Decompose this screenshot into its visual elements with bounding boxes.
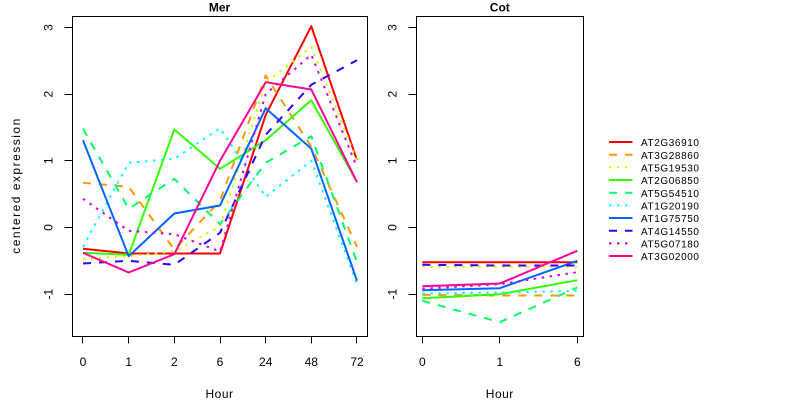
svg-text:3: 3 [42, 24, 56, 31]
svg-text:-1: -1 [42, 289, 56, 300]
svg-text:AT3G02000: AT3G02000 [641, 252, 700, 263]
svg-text:AT5G54510: AT5G54510 [641, 189, 700, 200]
svg-text:48: 48 [305, 355, 319, 369]
svg-text:72: 72 [350, 355, 364, 369]
svg-text:1: 1 [125, 355, 132, 369]
svg-text:AT1G75750: AT1G75750 [641, 214, 700, 225]
svg-text:1: 1 [496, 355, 503, 369]
svg-text:6: 6 [217, 355, 224, 369]
svg-text:Mer: Mer [209, 1, 231, 15]
svg-text:1: 1 [386, 157, 400, 164]
svg-text:2: 2 [386, 91, 400, 98]
svg-text:AT5G19530: AT5G19530 [641, 164, 700, 175]
svg-text:0: 0 [42, 224, 56, 231]
svg-text:0: 0 [80, 355, 87, 369]
svg-text:centered expression: centered expression [9, 117, 23, 254]
svg-text:0: 0 [419, 355, 426, 369]
svg-text:AT5G07180: AT5G07180 [641, 240, 700, 251]
svg-text:AT4G14550: AT4G14550 [641, 227, 700, 238]
svg-text:2: 2 [42, 91, 56, 98]
svg-text:Hour: Hour [205, 387, 233, 400]
svg-text:-1: -1 [386, 289, 400, 300]
svg-text:AT3G28860: AT3G28860 [641, 151, 700, 162]
svg-text:3: 3 [386, 24, 400, 31]
svg-text:2: 2 [171, 355, 178, 369]
svg-text:Hour: Hour [486, 387, 514, 400]
svg-text:AT2G06850: AT2G06850 [641, 176, 700, 187]
svg-text:6: 6 [574, 355, 581, 369]
svg-text:24: 24 [259, 355, 273, 369]
svg-text:AT2G36910: AT2G36910 [641, 138, 700, 149]
svg-text:0: 0 [386, 224, 400, 231]
svg-text:AT1G20190: AT1G20190 [641, 202, 700, 213]
svg-text:1: 1 [42, 157, 56, 164]
svg-text:Cot: Cot [490, 1, 510, 15]
